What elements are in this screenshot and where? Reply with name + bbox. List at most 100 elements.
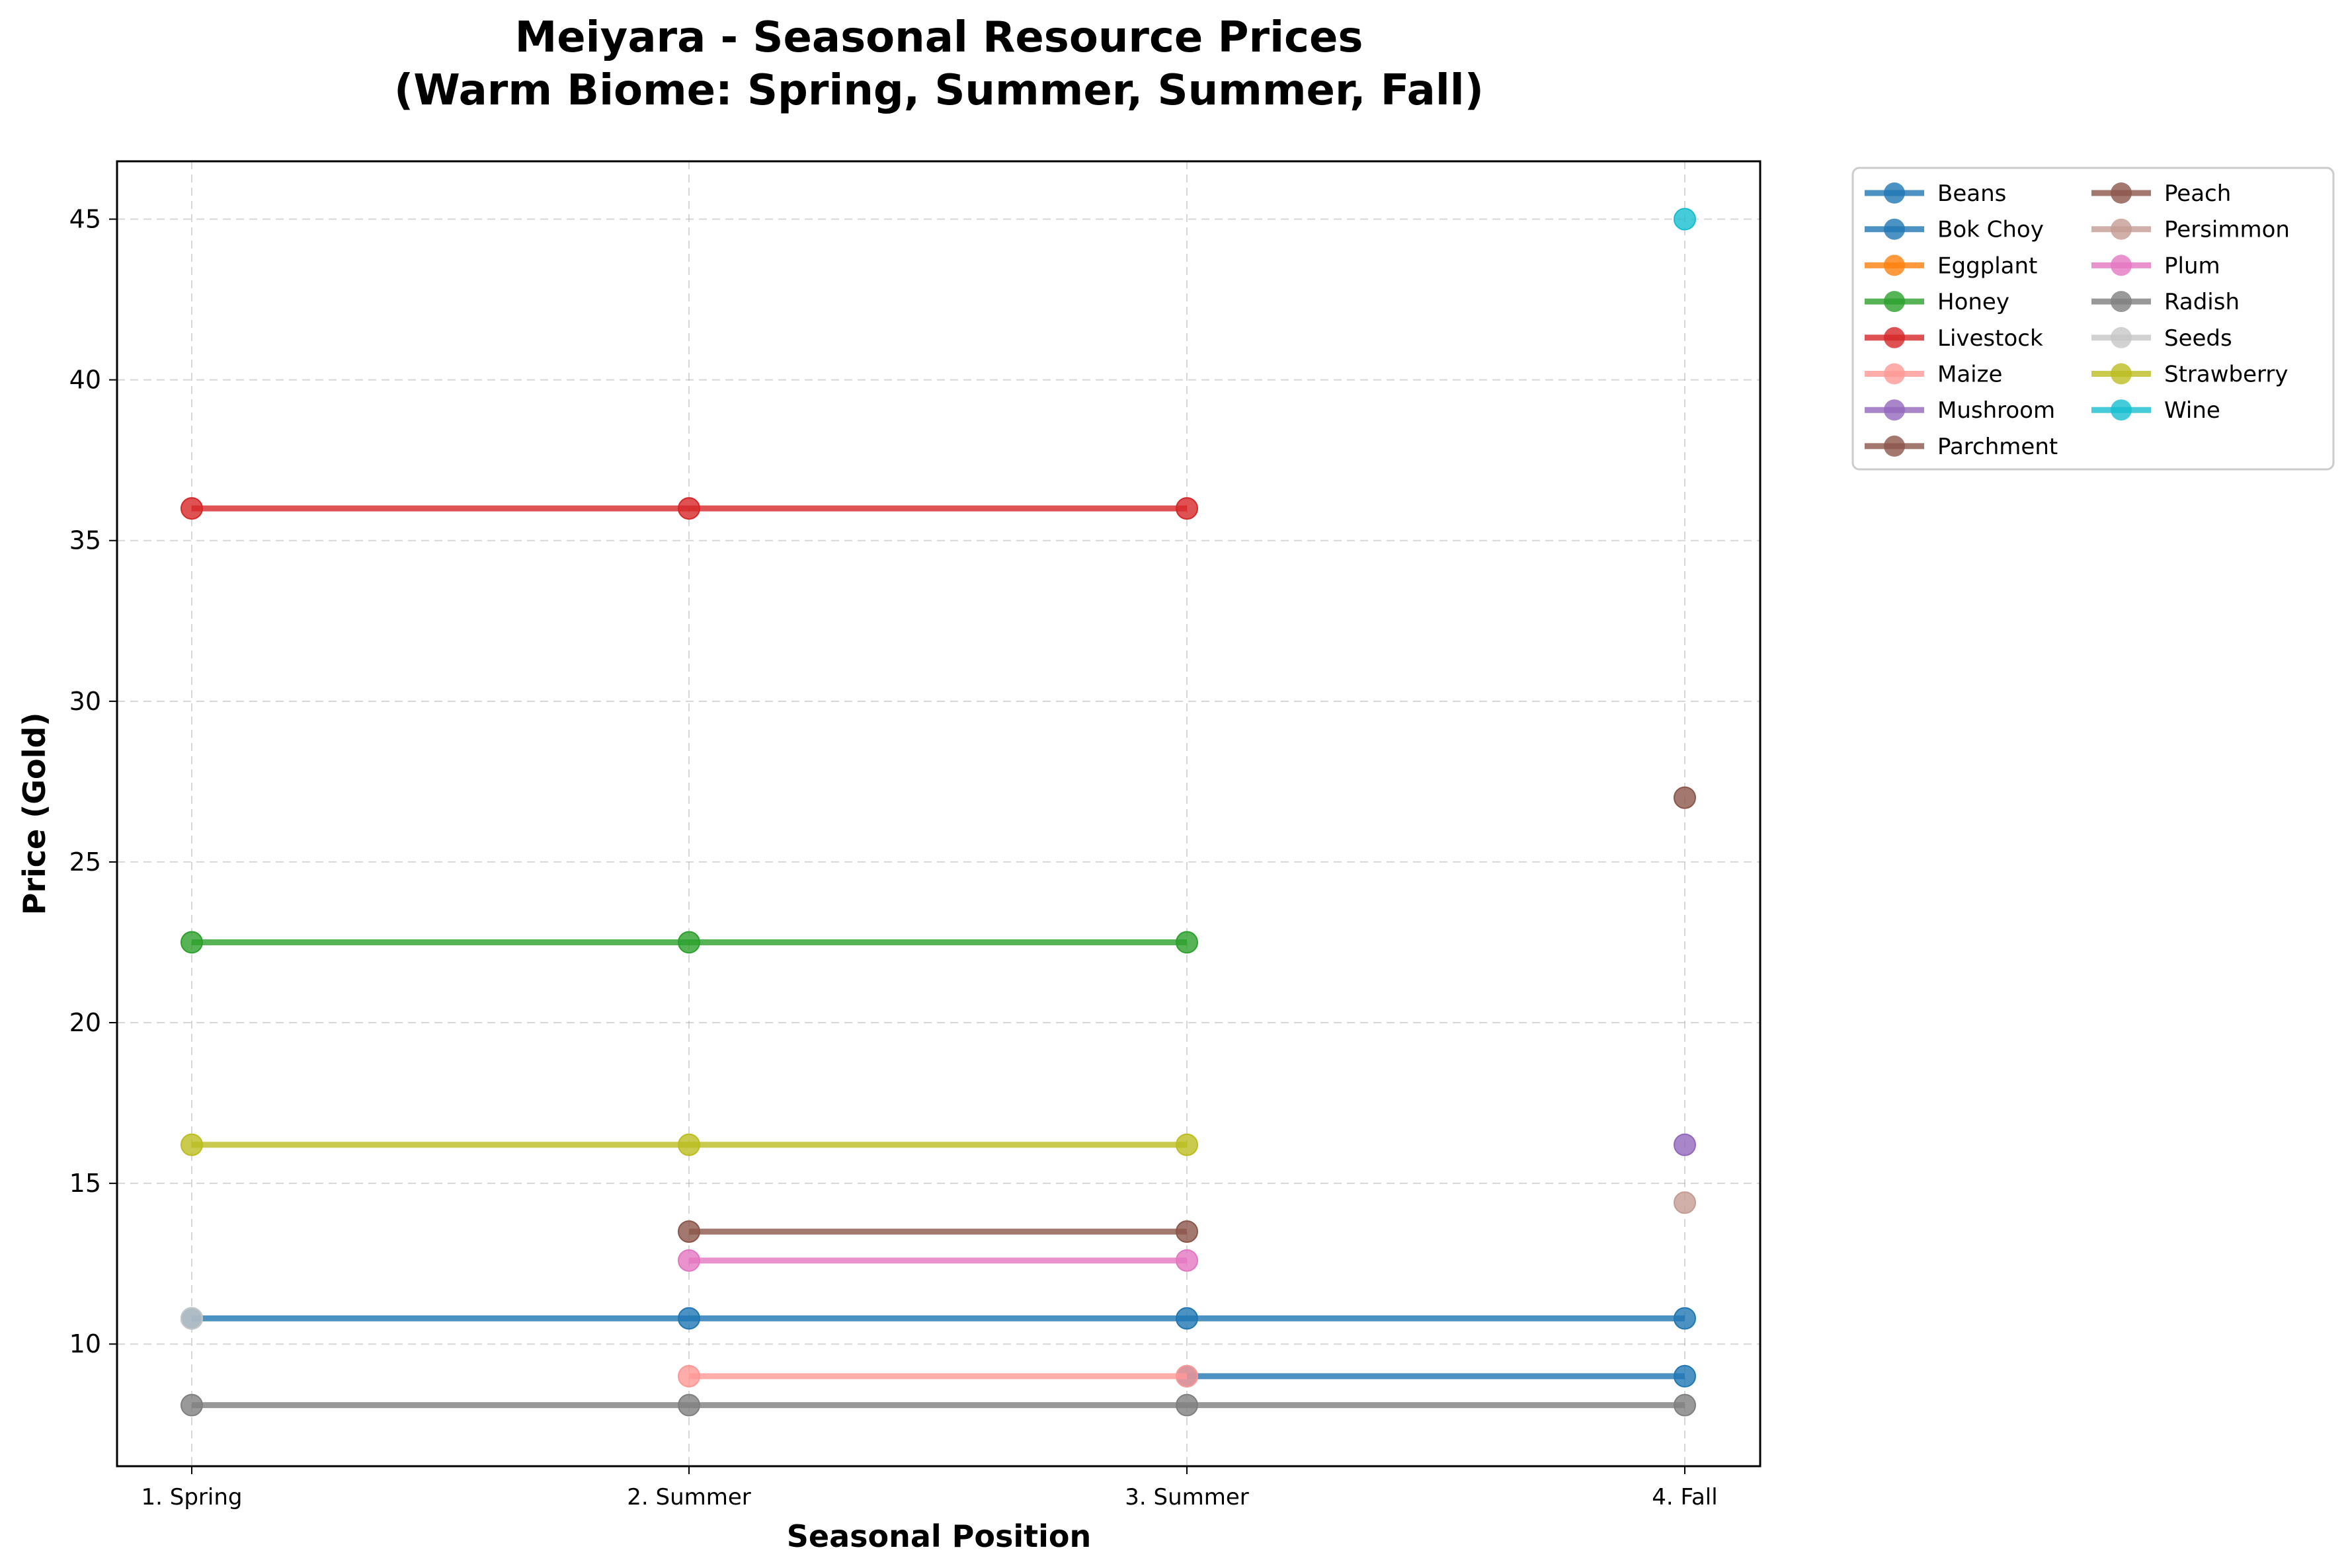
- y-axis-label: Price (Gold): [17, 713, 52, 916]
- legend-label: Persimmon: [2164, 217, 2290, 243]
- data-point: [1674, 1133, 1696, 1156]
- data-point: [1674, 1364, 1696, 1388]
- legend-label: Peach: [2164, 180, 2231, 207]
- x-tick-label: 2. Summer: [627, 1484, 751, 1510]
- legend-label: Strawberry: [2164, 362, 2288, 388]
- legend-label: Maize: [1937, 362, 2002, 388]
- legend-marker: [2111, 218, 2132, 240]
- legend-marker: [1884, 291, 1905, 313]
- legend-label: Bok Choy: [1937, 217, 2044, 243]
- legend-item: Wine: [2091, 397, 2220, 424]
- legend-marker: [1884, 218, 1905, 240]
- series-radish: [181, 1393, 1696, 1417]
- series-wine: [1674, 208, 1696, 231]
- legend-item: Parchment: [1865, 434, 2058, 460]
- legend-label: Wine: [2164, 397, 2220, 424]
- series-mushroom: [1674, 1133, 1696, 1156]
- legend-marker: [2111, 327, 2132, 348]
- data-point: [1176, 1133, 1198, 1156]
- legend-item: Persimmon: [2091, 217, 2290, 243]
- data-point: [1176, 1393, 1198, 1417]
- data-point: [678, 1393, 700, 1417]
- legend-marker: [1884, 399, 1905, 421]
- legend-item: Livestock: [1865, 325, 2043, 352]
- data-point: [181, 931, 203, 954]
- legend-marker: [2111, 255, 2132, 276]
- series-livestock: [181, 497, 1198, 520]
- y-tick-label: 15: [69, 1169, 101, 1198]
- data-point: [678, 931, 700, 954]
- legend-marker: [1884, 255, 1905, 276]
- legend-item: Plum: [2091, 253, 2220, 279]
- legend-item: Radish: [2091, 289, 2240, 315]
- data-point: [1674, 786, 1696, 809]
- legend-marker: [2111, 291, 2132, 313]
- data-point: [1176, 497, 1198, 520]
- y-tick-label: 10: [69, 1329, 101, 1358]
- legend-marker: [2111, 399, 2132, 421]
- data-point: [1176, 1307, 1198, 1330]
- data-point: [678, 1307, 700, 1330]
- plot-frame: [116, 160, 1761, 1468]
- chart-title-line1: Meiyara - Seasonal Resource Prices: [515, 13, 1363, 62]
- data-point: [181, 1307, 203, 1330]
- legend-item: Mushroom: [1865, 397, 2055, 424]
- legend-label: Plum: [2164, 253, 2220, 279]
- series-plum: [678, 1249, 1198, 1272]
- data-point: [181, 1133, 203, 1156]
- legend-label: Honey: [1937, 289, 2009, 315]
- y-tick-label: 45: [69, 205, 101, 234]
- legend-item: Eggplant: [1865, 253, 2037, 279]
- legend-label: Parchment: [1937, 434, 2058, 460]
- data-point: [1674, 1393, 1696, 1417]
- series-strawberry: [181, 1133, 1198, 1156]
- legend-marker: [1884, 182, 1905, 204]
- legend-item: Beans: [1865, 180, 2006, 207]
- legend-item: Strawberry: [2091, 362, 2288, 388]
- y-tick-label: 20: [69, 1008, 101, 1037]
- legend: Beans Bok Choy Eggplant Honey Livestock Maize…: [1851, 167, 2335, 471]
- legend-marker: [1884, 435, 1905, 457]
- y-tick-label: 40: [69, 366, 101, 395]
- data-point: [1176, 1364, 1198, 1388]
- legend-marker: [2111, 363, 2132, 385]
- data-point: [1176, 1220, 1198, 1243]
- series-seeds: [181, 1307, 203, 1330]
- series-peach: [1674, 786, 1696, 809]
- data-point: [181, 1393, 203, 1417]
- y-axis-ticks: 10 15 20 25 30 35 40 45: [69, 205, 117, 1358]
- data-point: [678, 1249, 700, 1272]
- x-tick-label: 3. Summer: [1125, 1484, 1249, 1510]
- legend-label: Livestock: [1937, 325, 2043, 352]
- data-point: [678, 497, 700, 520]
- legend-marker: [1884, 363, 1905, 385]
- series-parchment: [678, 1220, 1198, 1243]
- legend-label: Eggplant: [1937, 253, 2037, 279]
- legend-box: [1851, 167, 2335, 471]
- y-tick-label: 25: [69, 847, 101, 877]
- data-point: [181, 497, 203, 520]
- legend-label: Radish: [2164, 289, 2240, 315]
- data-point: [1674, 208, 1696, 231]
- legend-item: Honey: [1865, 289, 2009, 315]
- legend-label: Beans: [1937, 180, 2006, 207]
- y-tick-label: 35: [69, 526, 101, 555]
- y-tick-label: 30: [69, 687, 101, 716]
- data-point: [1176, 1249, 1198, 1272]
- legend-marker: [1884, 327, 1905, 348]
- x-axis-label: Seasonal Position: [787, 1518, 1092, 1554]
- data-point: [678, 1133, 700, 1156]
- legend-item: Peach: [2091, 180, 2231, 207]
- legend-label: Mushroom: [1937, 397, 2055, 424]
- chart-title-line2: (Warm Biome: Spring, Summer, Summer, Fal…: [394, 66, 1484, 115]
- legend-item: Bok Choy: [1865, 217, 2044, 243]
- series-honey: [181, 931, 1198, 954]
- data-point: [1176, 931, 1198, 954]
- data-point: [1674, 1307, 1696, 1330]
- x-axis-ticks: 1. Spring 2. Summer 3. Summer 4. Fall: [142, 1466, 1718, 1510]
- series-layer: [181, 208, 1696, 1417]
- series-maize: [678, 1364, 1198, 1388]
- legend-item: Seeds: [2091, 325, 2232, 352]
- grid: [117, 161, 1760, 1466]
